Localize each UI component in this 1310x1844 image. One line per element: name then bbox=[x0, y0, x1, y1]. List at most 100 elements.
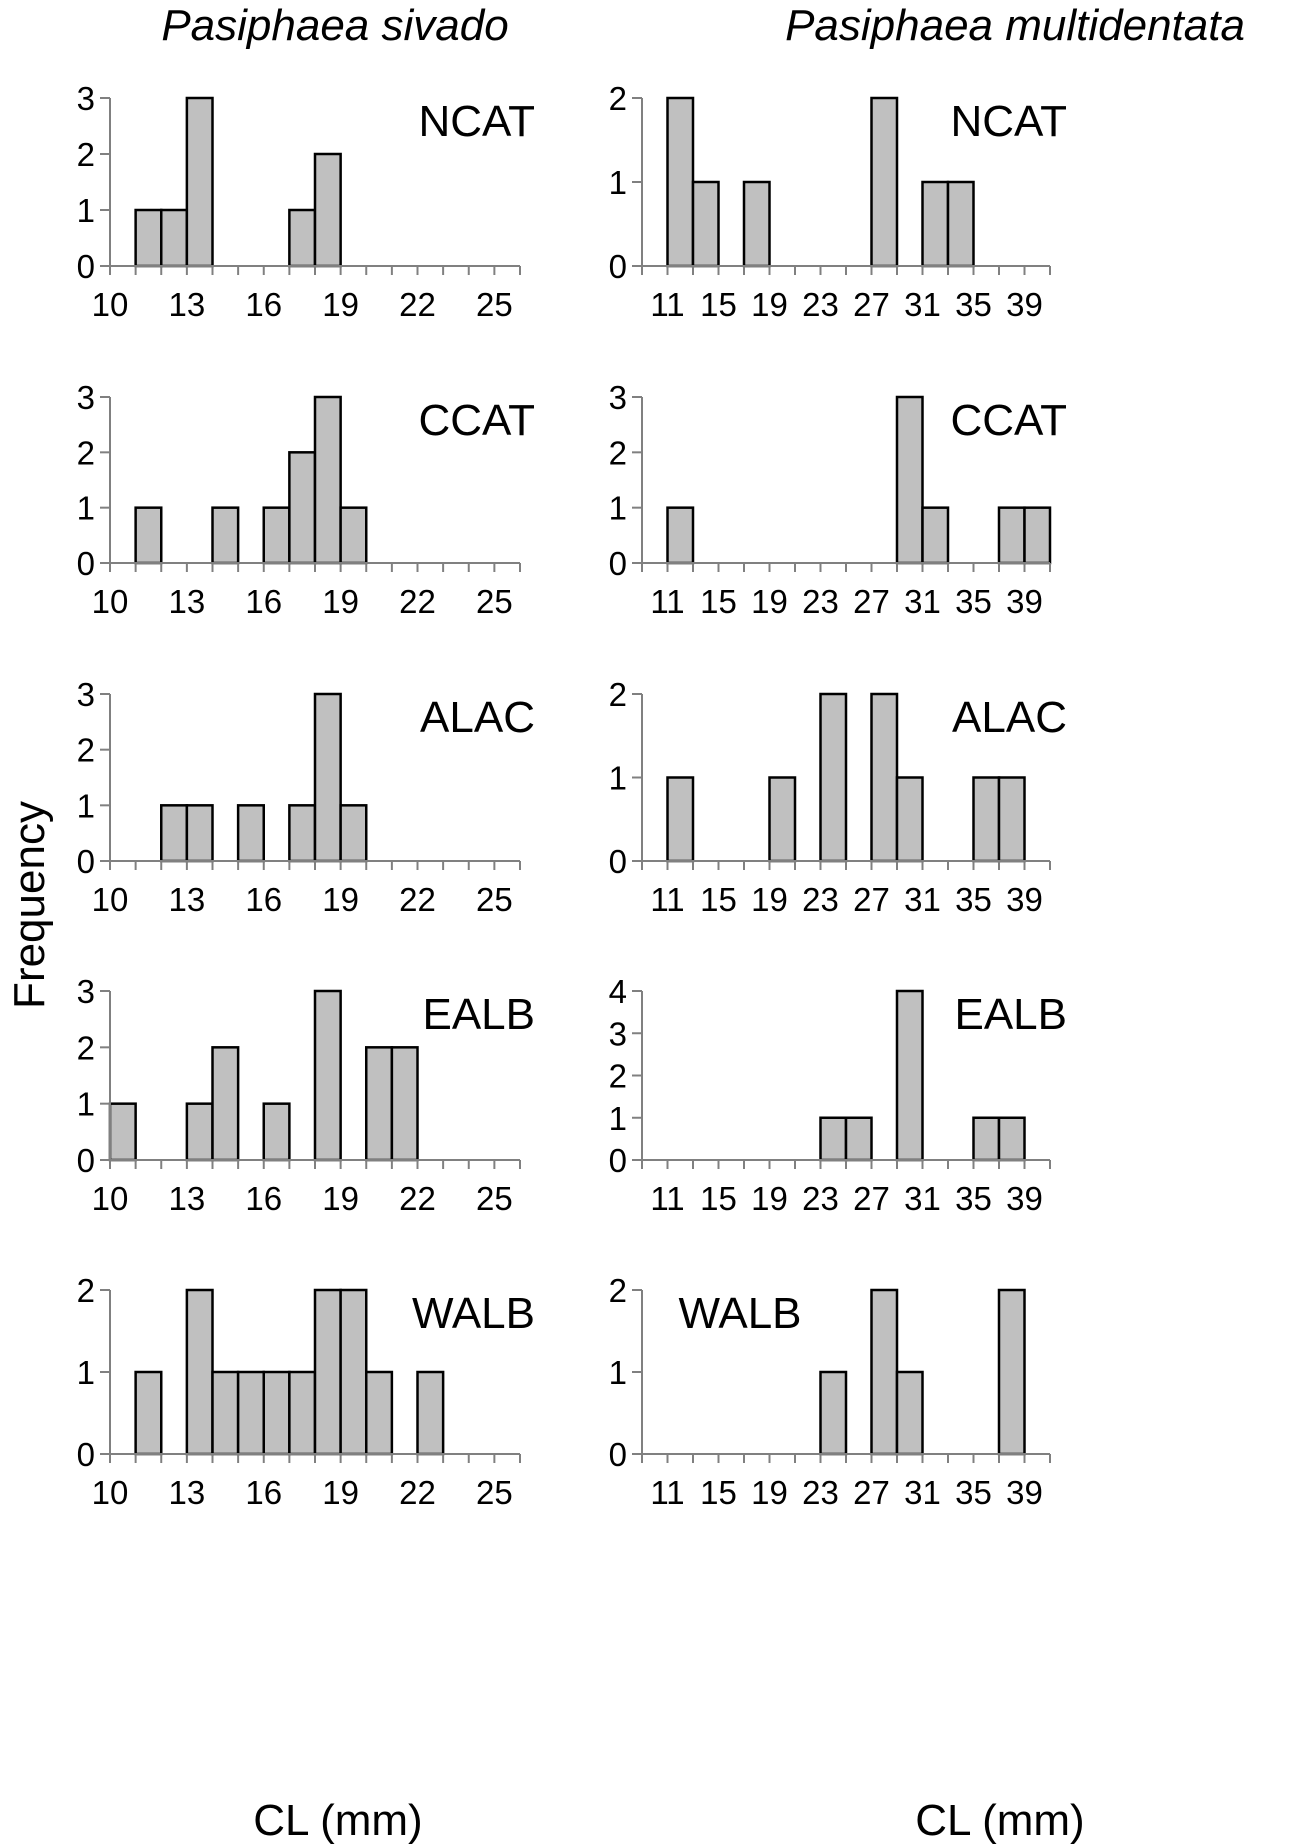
bar-alac-sivado-0 bbox=[160, 804, 189, 863]
y-tick-label: 1 bbox=[77, 787, 95, 824]
y-tick-label: 0 bbox=[77, 1142, 95, 1179]
x-tick-label: 11 bbox=[650, 583, 684, 620]
bar-ncat-multidentata-3 bbox=[870, 96, 899, 268]
x-tick-label: 39 bbox=[1006, 881, 1043, 918]
x-tick-label: 31 bbox=[904, 1474, 941, 1511]
x-tick-label: 39 bbox=[1006, 1474, 1043, 1511]
x-tick-label: 39 bbox=[1006, 583, 1043, 620]
bar-walb-multidentata-3 bbox=[997, 1288, 1026, 1456]
bar-ealb-sivado-4 bbox=[313, 989, 342, 1162]
x-tick-label: 13 bbox=[169, 881, 206, 918]
y-tick-label: 2 bbox=[609, 80, 627, 117]
x-tick-label: 15 bbox=[700, 583, 737, 620]
x-tick-label: 15 bbox=[700, 286, 737, 323]
x-tick-label: 31 bbox=[904, 583, 941, 620]
x-tick-label: 16 bbox=[245, 583, 282, 620]
x-tick-label: 35 bbox=[955, 286, 992, 323]
x-tick-label: 19 bbox=[751, 1180, 788, 1217]
y-tick-label: 2 bbox=[77, 136, 95, 173]
x-tick-label: 19 bbox=[322, 1180, 359, 1217]
x-tick-label: 19 bbox=[322, 1474, 359, 1511]
bar-walb-multidentata-2 bbox=[895, 1370, 924, 1456]
bar-ncat-sivado-1 bbox=[160, 208, 189, 268]
y-tick-label: 0 bbox=[77, 545, 95, 582]
panel-alac-multidentata: 0 1 2 11 15 19 23 27 31 35 39 ALAC bbox=[609, 676, 1067, 918]
bar-alac-multidentata-6 bbox=[997, 776, 1026, 863]
x-tick-label: 27 bbox=[853, 1474, 890, 1511]
bar-walb-sivado-5 bbox=[288, 1370, 317, 1456]
x-tick-label: 19 bbox=[751, 583, 788, 620]
panel-label-ealb-multidentata: EALB bbox=[954, 990, 1067, 1039]
y-axis-label: Frequency bbox=[5, 801, 54, 1009]
x-tick-label: 11 bbox=[650, 881, 684, 918]
bar-alac-multidentata-0 bbox=[666, 776, 695, 863]
x-tick-label: 23 bbox=[802, 286, 839, 323]
x-tick-label: 10 bbox=[92, 286, 129, 323]
bar-ccat-sivado-0 bbox=[134, 506, 163, 565]
x-tick-label: 22 bbox=[399, 1180, 436, 1217]
x-tick-label: 25 bbox=[476, 583, 513, 620]
x-tick-label: 11 bbox=[650, 1180, 684, 1217]
bar-ealb-sivado-5 bbox=[365, 1046, 394, 1162]
bar-walb-sivado-9 bbox=[416, 1370, 445, 1456]
x-tick-label: 13 bbox=[169, 1180, 206, 1217]
bar-alac-multidentata-2 bbox=[819, 692, 848, 863]
x-tick-label: 23 bbox=[802, 1474, 839, 1511]
x-tick-label: 19 bbox=[322, 881, 359, 918]
bar-alac-sivado-2 bbox=[236, 804, 265, 863]
x-tick-label: 22 bbox=[399, 286, 436, 323]
bar-walb-multidentata-1 bbox=[870, 1288, 899, 1456]
bar-ealb-sivado-1 bbox=[185, 1102, 214, 1162]
panel-ccat-sivado: 0 1 2 3 10 13 16 19 22 25 CCAT bbox=[77, 379, 535, 620]
x-tick-label: 23 bbox=[802, 583, 839, 620]
bar-ccat-sivado-2 bbox=[262, 506, 291, 565]
y-tick-label: 2 bbox=[609, 434, 627, 471]
bar-ncat-sivado-3 bbox=[288, 208, 317, 268]
y-tick-label: 2 bbox=[609, 676, 627, 713]
y-tick-label: 0 bbox=[609, 1142, 627, 1179]
y-tick-label: 2 bbox=[609, 1272, 627, 1309]
y-tick-label: 0 bbox=[77, 1436, 95, 1473]
x-tick-label: 35 bbox=[955, 1180, 992, 1217]
panel-label-ccat-sivado: CCAT bbox=[418, 396, 535, 445]
bar-alac-sivado-4 bbox=[313, 692, 342, 863]
panel-label-ncat-sivado: NCAT bbox=[418, 97, 535, 146]
bar-walb-sivado-1 bbox=[185, 1288, 214, 1456]
bar-alac-multidentata-4 bbox=[895, 776, 924, 863]
bar-ealb-multidentata-2 bbox=[895, 989, 924, 1162]
bar-walb-sivado-0 bbox=[134, 1370, 163, 1456]
y-tick-label: 4 bbox=[609, 973, 627, 1010]
x-tick-label: 22 bbox=[399, 583, 436, 620]
x-tick-label: 31 bbox=[904, 1180, 941, 1217]
bar-ccat-multidentata-0 bbox=[666, 506, 695, 565]
x-tick-label: 16 bbox=[245, 1180, 282, 1217]
y-tick-label: 3 bbox=[609, 1015, 627, 1052]
x-tick-label: 25 bbox=[476, 286, 513, 323]
right-column-title: Pasiphaea multidentata bbox=[785, 1, 1245, 50]
bar-ncat-sivado-0 bbox=[134, 208, 163, 268]
x-tick-label: 22 bbox=[399, 881, 436, 918]
x-tick-label: 19 bbox=[322, 286, 359, 323]
bar-walb-sivado-4 bbox=[262, 1370, 291, 1456]
x-tick-label: 19 bbox=[751, 881, 788, 918]
y-tick-label: 3 bbox=[77, 973, 95, 1010]
bar-walb-sivado-3 bbox=[236, 1370, 265, 1456]
x-tick-label: 10 bbox=[92, 881, 129, 918]
x-tick-label: 39 bbox=[1006, 286, 1043, 323]
bar-ccat-sivado-4 bbox=[313, 395, 342, 565]
x-tick-label: 11 bbox=[650, 1474, 684, 1511]
x-tick-label: 25 bbox=[476, 1180, 513, 1217]
bar-ccat-multidentata-2 bbox=[921, 506, 950, 565]
bar-alac-sivado-5 bbox=[339, 804, 368, 863]
y-tick-label: 3 bbox=[77, 676, 95, 713]
bar-ealb-sivado-6 bbox=[390, 1046, 419, 1162]
y-tick-label: 0 bbox=[609, 545, 627, 582]
y-tick-label: 3 bbox=[77, 379, 95, 416]
bar-ccat-sivado-3 bbox=[288, 451, 317, 565]
x-tick-label: 16 bbox=[245, 881, 282, 918]
bar-ealb-sivado-2 bbox=[211, 1046, 240, 1162]
bar-alac-multidentata-1 bbox=[768, 776, 797, 863]
x-tick-label: 22 bbox=[399, 1474, 436, 1511]
